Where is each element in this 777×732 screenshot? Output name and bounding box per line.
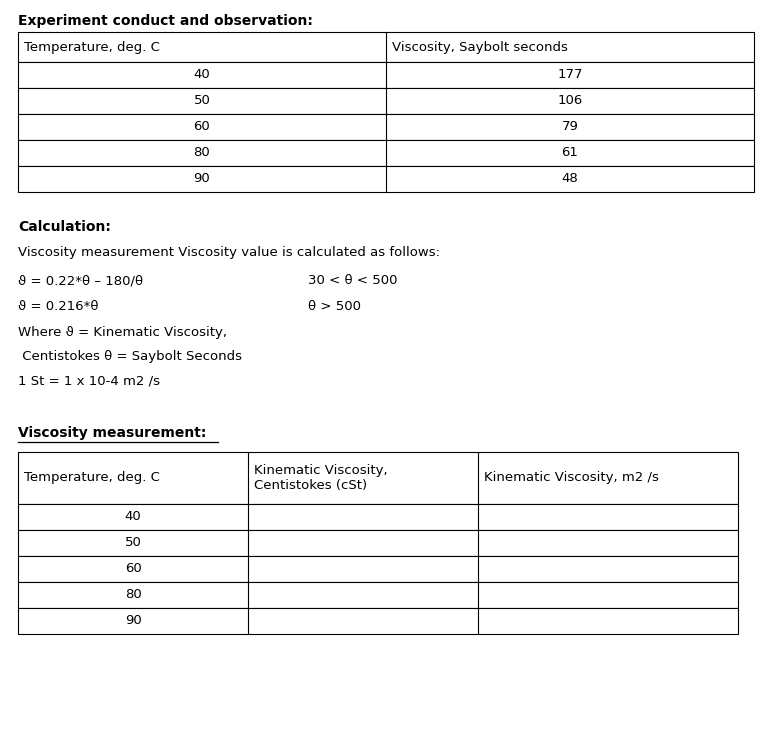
Bar xyxy=(18,582,738,608)
Text: 40: 40 xyxy=(193,69,211,81)
Text: Kinematic Viscosity,
Centistokes (cSt): Kinematic Viscosity, Centistokes (cSt) xyxy=(254,464,388,492)
Bar xyxy=(18,88,754,114)
Text: 1 St = 1 x 10-4 m2 /s: 1 St = 1 x 10-4 m2 /s xyxy=(18,374,160,387)
Text: 50: 50 xyxy=(124,537,141,550)
Bar xyxy=(18,62,754,88)
Text: 61: 61 xyxy=(562,146,578,160)
Text: Viscosity measurement:: Viscosity measurement: xyxy=(18,426,207,440)
Text: 90: 90 xyxy=(193,173,211,185)
Text: 30 < θ < 500: 30 < θ < 500 xyxy=(308,274,398,287)
Text: 79: 79 xyxy=(562,121,578,133)
Bar xyxy=(18,504,738,530)
Bar xyxy=(18,556,738,582)
Text: 80: 80 xyxy=(193,146,211,160)
Bar xyxy=(18,166,754,192)
Text: θ > 500: θ > 500 xyxy=(308,300,361,313)
Text: 40: 40 xyxy=(124,510,141,523)
Text: Centistokes θ = Saybolt Seconds: Centistokes θ = Saybolt Seconds xyxy=(18,350,242,363)
Text: Experiment conduct and observation:: Experiment conduct and observation: xyxy=(18,14,313,28)
Text: 80: 80 xyxy=(124,589,141,602)
Text: Viscosity, Saybolt seconds: Viscosity, Saybolt seconds xyxy=(392,40,568,53)
Text: 48: 48 xyxy=(562,173,578,185)
Text: Where ϑ = Kinematic Viscosity,: Where ϑ = Kinematic Viscosity, xyxy=(18,326,227,339)
Bar xyxy=(18,530,738,556)
Bar xyxy=(18,452,738,504)
Text: 106: 106 xyxy=(557,94,583,108)
Text: 60: 60 xyxy=(124,562,141,575)
Text: 177: 177 xyxy=(557,69,583,81)
Bar xyxy=(18,608,738,634)
Text: Viscosity measurement Viscosity value is calculated as follows:: Viscosity measurement Viscosity value is… xyxy=(18,246,440,259)
Text: 90: 90 xyxy=(124,614,141,627)
Text: Kinematic Viscosity, m2 /s: Kinematic Viscosity, m2 /s xyxy=(484,471,659,485)
Bar xyxy=(18,114,754,140)
Text: ϑ = 0.22*θ – 180/θ: ϑ = 0.22*θ – 180/θ xyxy=(18,274,143,287)
Text: Temperature, deg. C: Temperature, deg. C xyxy=(24,471,160,485)
Text: 60: 60 xyxy=(193,121,211,133)
Text: 50: 50 xyxy=(193,94,211,108)
Text: Temperature, deg. C: Temperature, deg. C xyxy=(24,40,160,53)
Text: Calculation:: Calculation: xyxy=(18,220,111,234)
Bar xyxy=(18,32,754,62)
Bar xyxy=(18,140,754,166)
Text: ϑ = 0.216*θ: ϑ = 0.216*θ xyxy=(18,300,99,313)
